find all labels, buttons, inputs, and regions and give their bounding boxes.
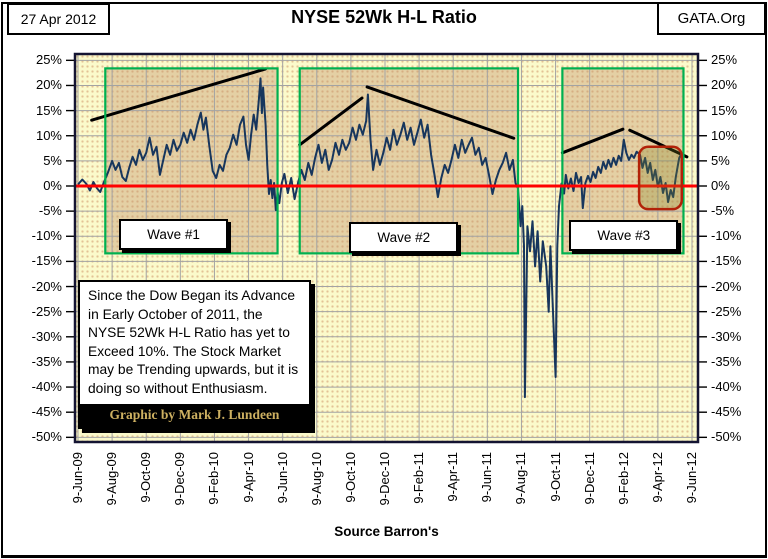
y-axis-label-left: 5% bbox=[43, 152, 62, 168]
y-axis-label-right: -15% bbox=[711, 253, 742, 269]
wave-label: Wave #1 bbox=[119, 218, 228, 250]
y-axis-label-right: 10% bbox=[711, 127, 738, 143]
y-axis-label-left: -35% bbox=[31, 353, 62, 369]
y-axis-label-left: -20% bbox=[31, 278, 62, 294]
wave-region-border bbox=[561, 67, 685, 255]
y-axis-label-left: -25% bbox=[31, 303, 62, 319]
annotation-box: Since the Dow Began its Advance in Early… bbox=[78, 280, 311, 429]
annotation-credit: Graphic by Mark J. Lundeen bbox=[80, 404, 309, 427]
y-axis-label-left: -50% bbox=[31, 429, 62, 445]
wave-label-text: Wave #2 bbox=[377, 230, 431, 246]
wave-label-text: Wave #3 bbox=[597, 227, 651, 243]
source-label: Source Barron's bbox=[334, 524, 439, 539]
wave-label-text: Wave #1 bbox=[147, 226, 200, 242]
y-axis-label-left: 15% bbox=[35, 102, 62, 118]
wave-label: Wave #2 bbox=[349, 222, 459, 254]
x-axis-label: 9-Dec-10 bbox=[377, 452, 392, 506]
y-axis-label-left: -40% bbox=[31, 379, 62, 395]
y-axis-label-left: 25% bbox=[35, 52, 62, 68]
y-axis-label-left: -30% bbox=[31, 328, 62, 344]
wave-label: Wave #3 bbox=[569, 219, 679, 251]
x-axis-label: 9-Apr-12 bbox=[649, 452, 665, 503]
trend-line bbox=[560, 127, 625, 155]
x-axis-label: 9-Aug-10 bbox=[308, 452, 324, 506]
wave-region-border bbox=[104, 67, 279, 255]
x-axis-label: 9-Oct-10 bbox=[342, 452, 358, 503]
y-axis-label-right: -10% bbox=[711, 228, 742, 244]
x-axis-label: 9-Jun-10 bbox=[274, 452, 290, 504]
y-axis-label-right: -30% bbox=[711, 328, 742, 344]
date-box: 27 Apr 2012 bbox=[7, 3, 110, 35]
y-axis-label-right: 15% bbox=[711, 102, 738, 118]
x-axis-label: 9-Jun-12 bbox=[684, 452, 699, 504]
org-label: GATA.Org bbox=[677, 10, 746, 27]
y-axis-label-right: -40% bbox=[711, 379, 742, 395]
date-label: 27 Apr 2012 bbox=[20, 11, 97, 27]
trend-line bbox=[628, 128, 689, 159]
trend-line bbox=[365, 85, 516, 140]
chart-title: NYSE 52Wk H-L Ratio bbox=[291, 7, 477, 27]
x-axis-label: 9-Feb-10 bbox=[206, 452, 222, 505]
data-line bbox=[77, 77, 683, 399]
x-axis-label: 9-Apr-11 bbox=[445, 452, 461, 502]
y-axis-label-right: 20% bbox=[711, 77, 738, 93]
x-axis-label: 9-Aug-09 bbox=[104, 452, 120, 506]
plot-frame bbox=[73, 52, 700, 444]
x-axis-label: 9-Jun-11 bbox=[479, 452, 495, 503]
x-axis-label: 9-Oct-09 bbox=[138, 452, 154, 503]
y-axis-label-left: 0% bbox=[43, 178, 62, 193]
x-axis-label: 9-Dec-11 bbox=[581, 452, 597, 505]
x-axis-label: 9-Feb-11 bbox=[411, 452, 427, 504]
y-axis-label-right: 0% bbox=[711, 178, 730, 193]
y-axis-label-left: -5% bbox=[38, 203, 62, 219]
x-axis-label: 9-Feb-12 bbox=[615, 452, 631, 505]
y-axis-label-right: -25% bbox=[711, 303, 742, 319]
wave-region-border bbox=[298, 67, 520, 255]
y-axis-label-right: -20% bbox=[711, 278, 742, 294]
y-axis-label-right: -50% bbox=[711, 429, 742, 445]
x-axis-label: 9-Apr-10 bbox=[240, 452, 256, 503]
x-axis-label: 9-Jun-09 bbox=[70, 452, 85, 504]
y-axis-label-right: -5% bbox=[711, 203, 735, 219]
x-axis-label: 9-Aug-11 bbox=[513, 452, 529, 505]
highlight-box bbox=[637, 145, 684, 211]
y-axis-label-right: 25% bbox=[711, 52, 738, 68]
y-axis-label-left: 20% bbox=[35, 77, 62, 93]
x-axis-label: 9-Dec-09 bbox=[172, 452, 188, 506]
org-box: GATA.Org bbox=[657, 2, 766, 35]
trend-line bbox=[90, 67, 268, 122]
y-axis-label-left: -15% bbox=[31, 253, 62, 269]
y-axis-label-left: 10% bbox=[35, 127, 62, 143]
y-axis-label-right: 5% bbox=[711, 152, 730, 168]
annotation-text: Since the Dow Began its Advance in Early… bbox=[88, 288, 299, 396]
y-axis-label-right: -35% bbox=[711, 353, 742, 369]
trend-line bbox=[298, 96, 364, 147]
y-axis-label-left: -45% bbox=[31, 404, 62, 420]
x-axis-label: 9-Oct-11 bbox=[547, 452, 563, 502]
y-axis-label-right: -45% bbox=[711, 404, 742, 420]
y-axis-label-left: -10% bbox=[31, 228, 62, 244]
